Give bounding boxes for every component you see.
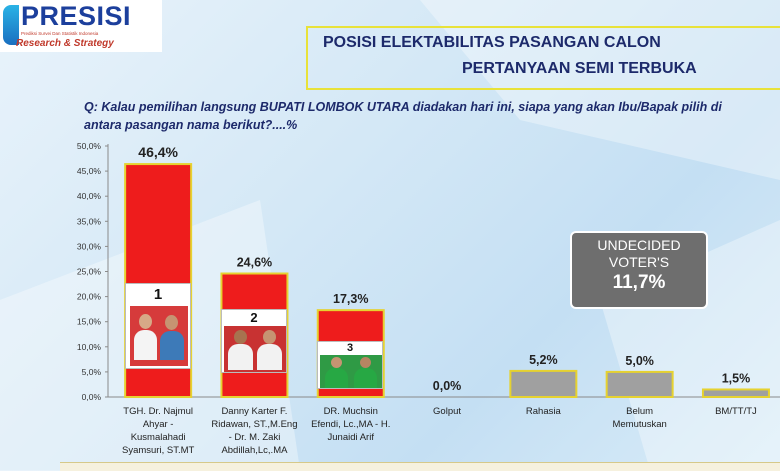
y-tick-label: 25,0% [77,267,102,277]
category-label-3: DR. Muchsin [324,406,378,417]
category-label-3: Efendi, Lc.,MA - H. [311,419,390,430]
candidate-card-2: 2 [221,309,287,373]
data-label-3: 17,3% [333,292,368,306]
y-tick-label: 30,0% [77,241,102,251]
category-label-2: Danny Karter F. [221,406,287,417]
category-label-1: TGH. Dr. Najmul [123,406,193,417]
candidate-photo-3 [320,355,382,388]
data-label-4: 0,0% [433,379,462,393]
candidate-card-1: 1 [125,283,191,369]
slide-title-line2: PERTANYAAN SEMI TERBUKA [462,60,697,77]
logo-name: PRESISI [21,1,132,31]
candidate-photo-1 [130,306,188,366]
y-tick-label: 15,0% [77,317,102,327]
category-label-6: Belum [626,406,653,417]
y-tick-label: 0,0% [82,392,102,402]
category-label-4: Golput [433,406,461,417]
candidate-number-1: 1 [153,286,163,303]
logo-subtitle: Research & Strategy [16,38,114,49]
presisi-logo: PRESISI Prediksi Survei Dan Statistik In… [0,0,162,52]
y-tick-label: 50,0% [77,141,102,151]
y-tick-label: 10,0% [77,342,102,352]
undecided-value: 11,7% [612,272,666,293]
data-label-6: 5,0% [625,354,654,368]
slide-title-line1: POSISI ELEKTABILITAS PASANGAN CALON [323,34,661,51]
category-label-5: Rahasia [526,406,562,417]
category-label-6: Memutuskan [612,419,666,430]
y-tick-label: 40,0% [77,191,102,201]
bar-6 [605,370,674,398]
candidate-photo-2 [224,326,286,372]
y-tick-label: 45,0% [77,166,102,176]
undecided-voters-box: UNDECIDED VOTER'S 11,7% [570,231,708,309]
category-label-1: Kusmalahadi [131,432,186,443]
y-tick-label: 20,0% [77,292,102,302]
y-tick-label: 5,0% [82,367,102,377]
footer-strip [60,462,780,471]
category-label-2: - Dr. M. Zaki [229,432,281,443]
survey-question: Q: Kalau pemilihan langsung BUPATI LOMBO… [84,100,722,132]
category-label-1: Ahyar - [143,419,174,430]
category-label-2: Ridawan, ST.,M.Eng [211,419,297,430]
data-label-1: 46,4% [138,144,178,160]
data-label-5: 5,2% [529,353,558,367]
data-label-2: 24,6% [237,256,272,270]
bar-5 [509,369,578,398]
category-label-1: Syamsuri, ST.MT [122,445,195,456]
logo-mark-icon [3,5,19,45]
category-label-2: Abdillah,Lc,.MA [221,445,288,456]
undecided-label-line2: VOTER'S [608,254,670,270]
y-tick-label: 35,0% [77,216,102,226]
category-label-7: BM/TT/TJ [715,406,757,417]
data-label-7: 1,5% [722,371,751,385]
undecided-label-line1: UNDECIDED [597,237,681,253]
candidate-card-3: 3 [317,341,383,389]
candidate-number-2: 2 [250,310,258,325]
candidate-number-3: 3 [346,342,354,354]
bar-7 [701,388,770,399]
title-frame [306,26,780,90]
logo-tagline: Prediksi Survei Dan Statistik Indonesia [21,31,99,36]
category-label-3: Junaidi Arif [328,432,375,443]
